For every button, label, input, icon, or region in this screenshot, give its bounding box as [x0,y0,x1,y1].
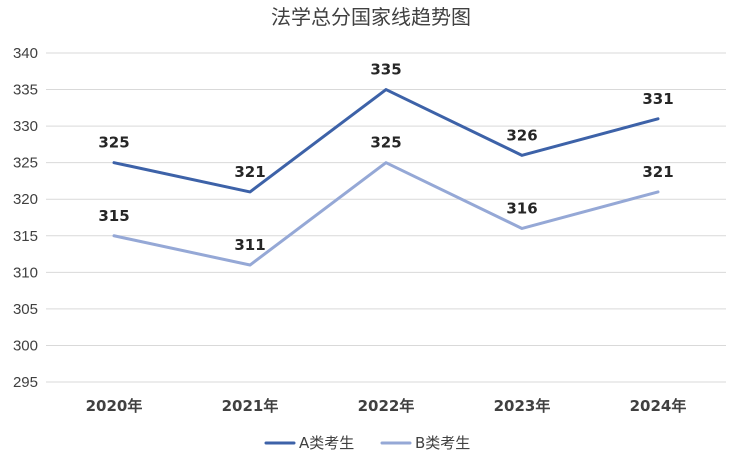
data-label: 321 [642,163,673,181]
x-tick-label: 2020年 [86,397,143,415]
data-label: 325 [370,134,401,152]
legend-label: A类考生 [299,434,354,452]
data-label: 331 [642,90,673,108]
series-line-a [112,88,660,194]
data-label: 335 [370,61,401,79]
y-tick-label: 325 [13,155,38,172]
x-tick-label: 2021年 [222,397,279,415]
y-tick-label: 295 [13,374,38,391]
y-tick-label: 315 [13,228,38,245]
x-axis-ticks: 2020年 2021年 2022年 2023年 2024年 [86,397,687,415]
data-label: 325 [98,134,129,152]
data-label: 316 [506,199,537,217]
x-tick-label: 2024年 [630,397,687,415]
y-tick-label: 305 [13,301,38,318]
y-tick-label: 340 [13,45,38,62]
chart-title: 法学总分国家线趋势图 [271,5,471,29]
legend-label: B类考生 [415,434,470,452]
y-tick-label: 330 [13,118,38,135]
series-line-b [112,161,660,267]
y-tick-label: 310 [13,264,38,281]
gridlines [46,52,726,383]
y-tick-label: 300 [13,337,38,354]
x-tick-label: 2023年 [494,397,551,415]
series-lines [112,88,660,267]
x-tick-label: 2022年 [358,397,415,415]
data-label: 321 [234,163,265,181]
legend: A类考生 B类考生 [264,434,470,452]
data-labels: 325 321 335 326 331 315 311 325 316 321 [98,61,673,254]
y-tick-label: 320 [13,191,38,208]
y-axis-ticks: 295 300 305 310 315 320 325 330 335 340 [13,45,38,391]
data-label: 326 [506,126,537,144]
data-label: 315 [98,207,129,225]
y-tick-label: 335 [13,82,38,99]
data-label: 311 [234,236,265,254]
